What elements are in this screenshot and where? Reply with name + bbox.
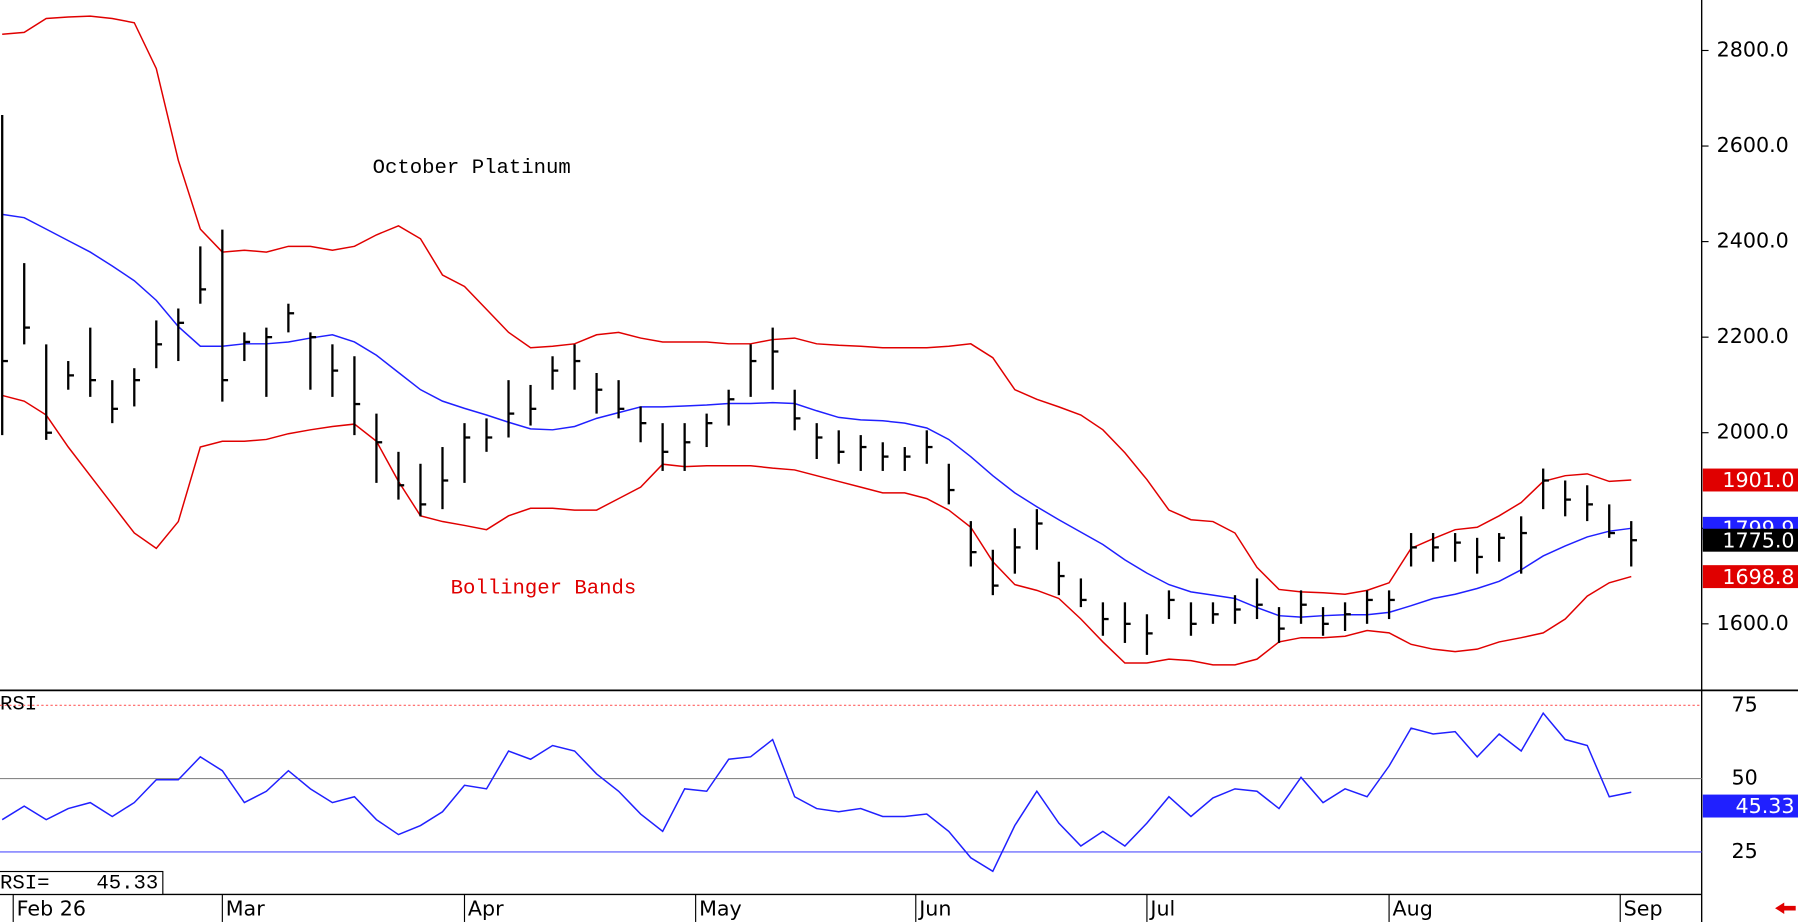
y-tick-label: 2800.0 (1717, 37, 1789, 61)
y-tick-label: 50 (1731, 766, 1757, 790)
annotation: Bollinger Bands (451, 578, 637, 601)
rsi-readout-label: RSI= (0, 872, 50, 895)
y-tick-label: 2600.0 (1717, 133, 1789, 157)
x-tick-label: Jul (1148, 896, 1175, 920)
y-tick-label: 2400.0 (1717, 229, 1789, 253)
last-value-label: 1775.0 (1722, 528, 1794, 552)
rsi-line (1, 711, 1632, 873)
bollinger-band (2, 15, 1632, 595)
bollinger-band (1, 394, 1632, 666)
last-value-badge (1702, 468, 1798, 492)
x-tick-label: Mar (226, 896, 265, 920)
y-tick-label: 2200.0 (1717, 324, 1789, 348)
last-value-label: 1901.0 (1722, 468, 1794, 492)
chart-title: October Platinum (373, 157, 571, 180)
x-tick-label: Sep (1624, 896, 1663, 920)
bollinger-band (2, 213, 1632, 618)
rsi-readout-value: 45.33 (96, 872, 158, 895)
rsi-readout-box (0, 870, 164, 896)
x-tick-label: Aug (1393, 896, 1433, 920)
x-tick-label: Feb 26 (17, 896, 86, 920)
x-tick-label: May (699, 896, 742, 920)
x-tick-label: Jun (917, 896, 951, 920)
last-value-badge (1702, 794, 1798, 818)
y-tick-label: 75 (1731, 692, 1757, 716)
last-value-badge (1702, 565, 1798, 589)
last-value-label: 1698.8 (1722, 565, 1794, 589)
scroll-arrow (1775, 902, 1796, 914)
y-tick-label: 25 (1731, 839, 1757, 863)
last-value-label: 45.33 (1736, 794, 1795, 818)
last-value-badge (1702, 528, 1798, 552)
y-tick-label: 1600.0 (1717, 611, 1789, 635)
y-tick-label: 2000.0 (1717, 420, 1789, 444)
x-tick-label: Apr (468, 896, 504, 920)
